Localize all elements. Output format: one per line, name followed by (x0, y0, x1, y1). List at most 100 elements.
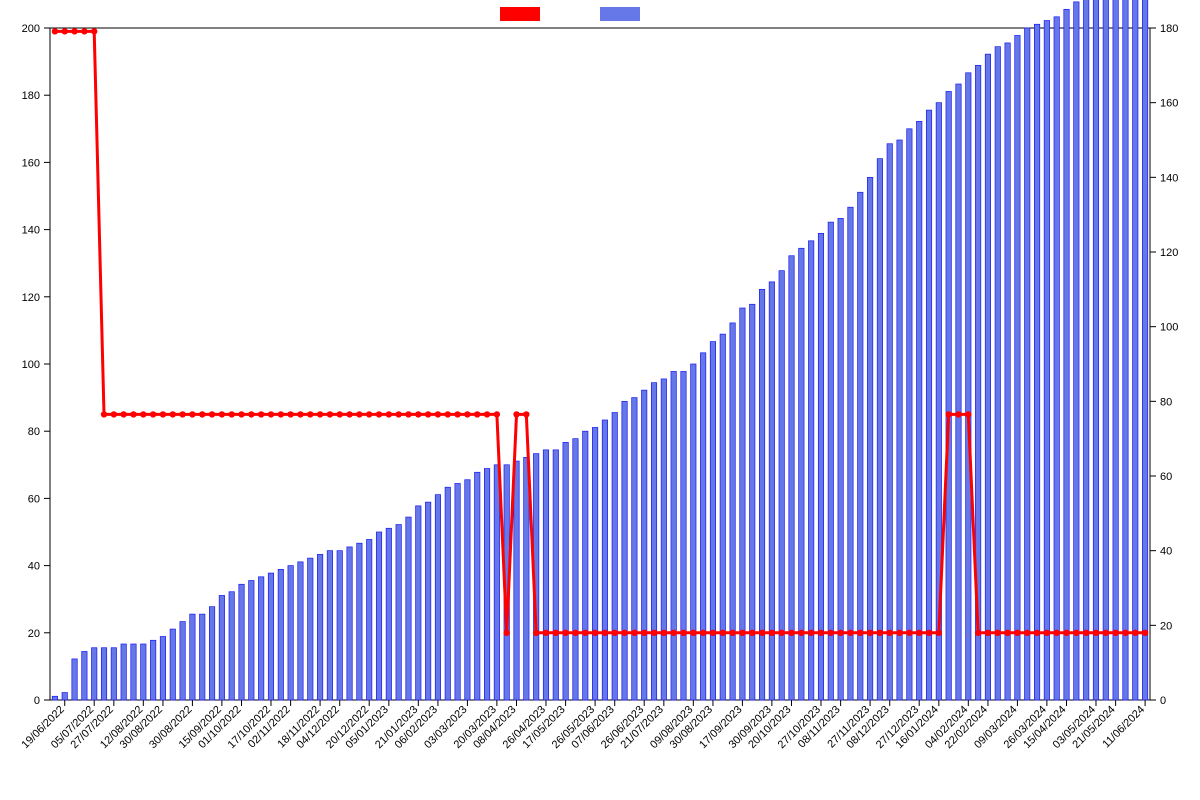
line-marker (572, 630, 578, 636)
line-marker (887, 630, 893, 636)
line-marker (327, 411, 333, 417)
line-marker (1083, 630, 1089, 636)
line-marker (62, 28, 68, 34)
line-marker (503, 630, 509, 636)
bar (995, 47, 1000, 700)
bar (641, 390, 646, 700)
bar (1093, 0, 1098, 700)
line-marker (307, 411, 313, 417)
bar (445, 487, 450, 700)
bar (298, 562, 303, 700)
bar (691, 364, 696, 700)
line-marker (435, 411, 441, 417)
line-marker (1053, 630, 1059, 636)
line-marker (1122, 630, 1128, 636)
line-marker (867, 630, 873, 636)
yright-label: 100 (1160, 322, 1178, 334)
line-marker (1014, 630, 1020, 636)
bar (406, 517, 411, 700)
line-marker (268, 411, 274, 417)
bar (376, 532, 381, 700)
line-marker (356, 411, 362, 417)
legend-swatch-0 (500, 7, 540, 21)
line-marker (1103, 630, 1109, 636)
line-marker (52, 28, 58, 34)
line-marker (140, 411, 146, 417)
yright-label: 80 (1160, 396, 1172, 408)
yright-label: 0 (1160, 695, 1166, 707)
line-marker (1044, 630, 1050, 636)
bar (396, 525, 401, 700)
line-marker (199, 411, 205, 417)
bar (1015, 35, 1020, 700)
bar (386, 528, 391, 700)
line-marker (857, 630, 863, 636)
line-marker (965, 411, 971, 417)
line-marker (680, 630, 686, 636)
bar (347, 547, 352, 700)
yright-label: 160 (1160, 98, 1178, 110)
bar (661, 379, 666, 700)
line-marker (837, 630, 843, 636)
line-marker (739, 630, 745, 636)
bar (239, 584, 244, 700)
bar (887, 144, 892, 700)
line-marker (130, 411, 136, 417)
line-marker (631, 630, 637, 636)
bar (710, 342, 715, 700)
legend-swatch-1 (600, 7, 640, 21)
line-marker (700, 630, 706, 636)
line-marker (1093, 630, 1099, 636)
bar (583, 431, 588, 700)
bar (52, 696, 57, 700)
bar (1142, 0, 1147, 700)
yright-label: 60 (1160, 471, 1172, 483)
bar (897, 140, 902, 700)
bar (514, 461, 519, 700)
bar (1074, 2, 1079, 700)
chart-container: 0204060801001201401601802000204060801001… (0, 0, 1200, 800)
line-marker (945, 411, 951, 417)
line-marker (828, 630, 834, 636)
line-marker (415, 411, 421, 417)
bar (455, 483, 460, 700)
bar (475, 472, 480, 700)
line-marker (81, 28, 87, 34)
bar (966, 73, 971, 700)
line-marker (769, 630, 775, 636)
bar (249, 581, 254, 700)
line-marker (562, 630, 568, 636)
line-marker (612, 630, 618, 636)
yleft-label: 100 (22, 359, 40, 371)
yright-label: 40 (1160, 546, 1172, 558)
bar (828, 222, 833, 700)
line-marker (847, 630, 853, 636)
line-marker (395, 411, 401, 417)
bar (946, 91, 951, 700)
line-marker (120, 411, 126, 417)
bar (1113, 0, 1118, 700)
bar (327, 551, 332, 700)
bar (416, 506, 421, 700)
bar (170, 629, 175, 700)
bar (1064, 9, 1069, 700)
line-marker (690, 630, 696, 636)
bar (838, 218, 843, 700)
line-marker (602, 630, 608, 636)
bar (317, 554, 322, 700)
line-marker (494, 411, 500, 417)
line-marker (179, 411, 185, 417)
bar (602, 420, 607, 700)
bar (651, 383, 656, 700)
bar (258, 577, 263, 700)
line-marker (798, 630, 804, 636)
line-marker (533, 630, 539, 636)
line-marker (670, 630, 676, 636)
line-marker (405, 411, 411, 417)
line-marker (621, 630, 627, 636)
line-marker (896, 630, 902, 636)
bar (141, 644, 146, 700)
line-marker (543, 630, 549, 636)
bar (858, 192, 863, 700)
line-marker (651, 630, 657, 636)
